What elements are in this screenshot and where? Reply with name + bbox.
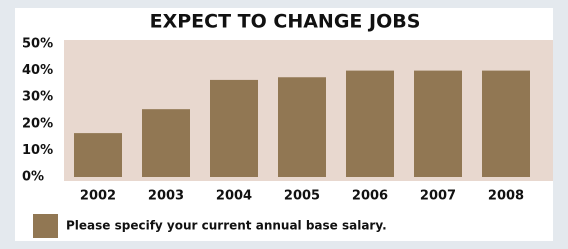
bar [74, 133, 122, 177]
bar [142, 109, 190, 177]
legend-label: Please specify your current annual base … [66, 219, 387, 233]
x-tick-label: 2002 [80, 189, 116, 204]
x-tick-label: 2003 [148, 189, 184, 204]
x-tick-label: 2006 [352, 189, 388, 204]
bar [414, 71, 462, 177]
y-tick-label: 10% [22, 143, 53, 158]
y-tick-label: 40% [22, 63, 53, 78]
x-tick-label: 2007 [420, 189, 456, 204]
chart: EXPECT TO CHANGE JOBS 0% 10% 20% 30% 40% 50% 2… [0, 0, 568, 249]
page: {"chart_data": {"type": "bar", "title": … [0, 0, 568, 249]
bar [482, 71, 530, 177]
y-tick-label: 50% [22, 37, 53, 52]
bar [346, 71, 394, 177]
bar [210, 80, 258, 177]
y-tick-label: 0% [22, 170, 44, 185]
x-tick-label: 2004 [216, 189, 252, 204]
legend-swatch [33, 214, 58, 238]
y-tick-label: 30% [22, 90, 53, 105]
x-tick-label: 2008 [488, 189, 524, 204]
x-tick-label: 2005 [284, 189, 320, 204]
y-tick-label: 20% [22, 116, 53, 131]
bar [278, 77, 326, 177]
chart-title: EXPECT TO CHANGE JOBS [150, 11, 421, 33]
